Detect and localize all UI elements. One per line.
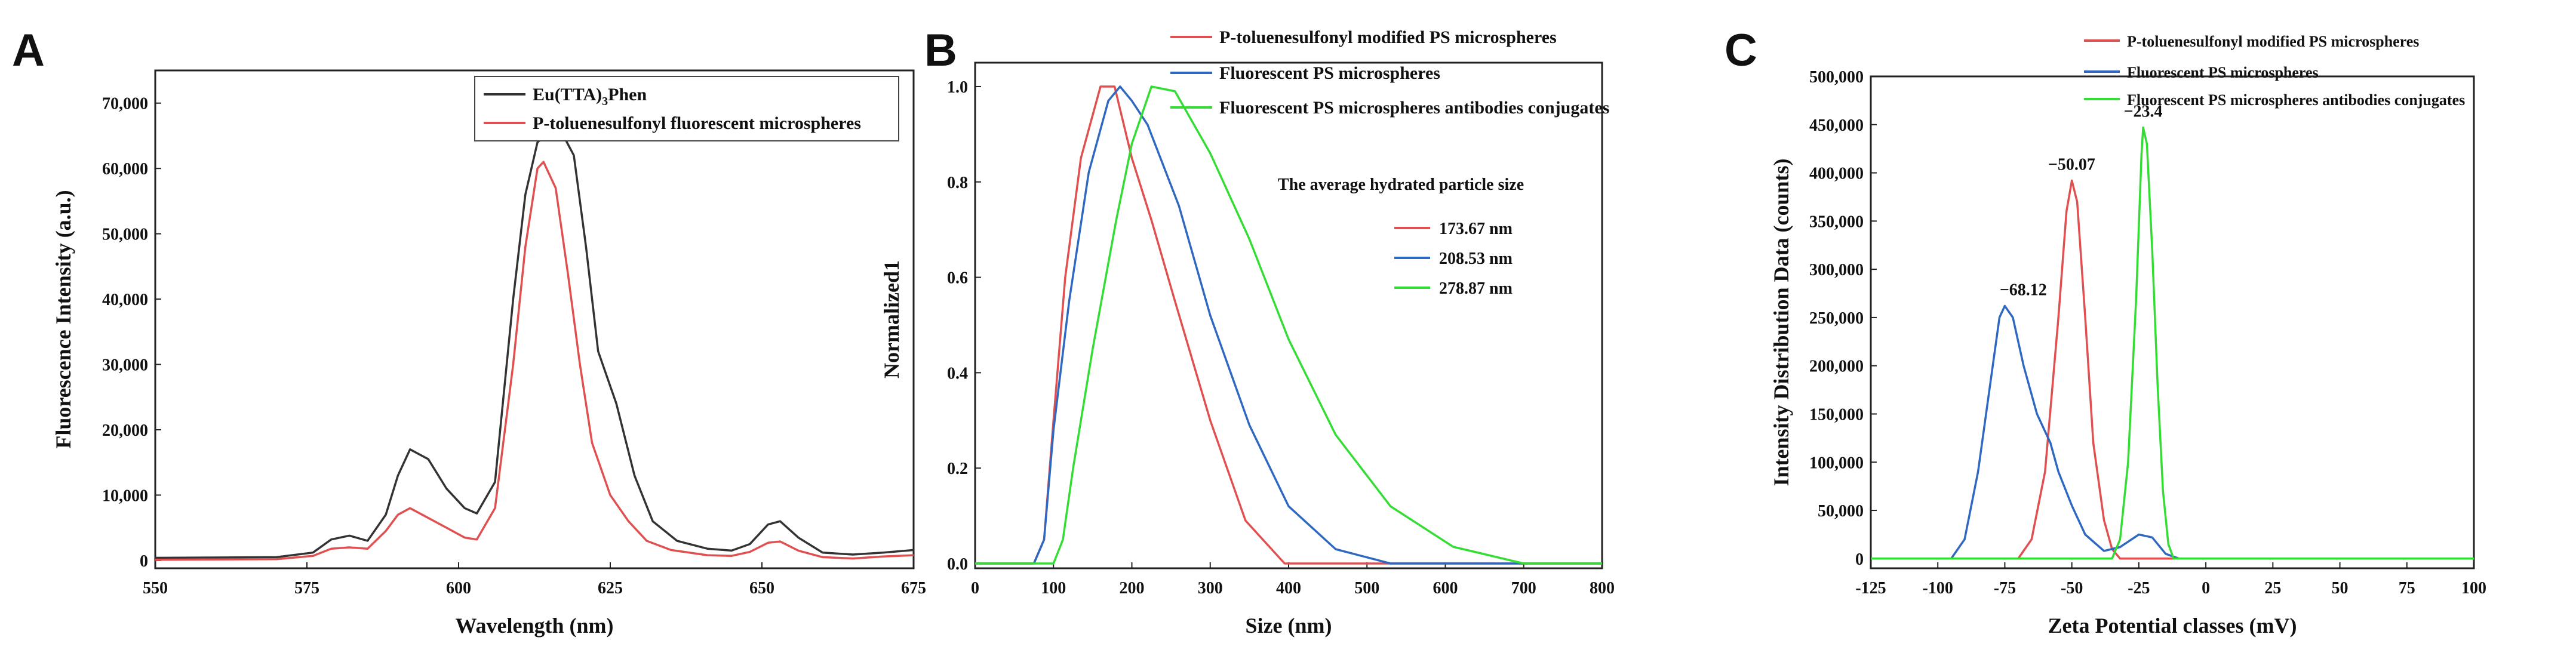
y-tick-label-a-2: 20,000 [102,421,148,440]
y-tick-label-c-6: 300,000 [1809,261,1864,279]
panel-c-frame [1870,75,2475,569]
x-tick-label-b-6: 600 [1433,579,1458,598]
x-tick-label-c-2: -75 [1994,579,2016,598]
panel-a: A 550 575 600 625 650 675 0 10,000 20,000 30,000 4… [12,25,926,638]
legend-entry-c-ptoluenesulfonyl: P-toluenesulfonyl modified PS microspher… [2127,33,2419,50]
y-tick-label-c-1: 50,000 [1818,502,1864,521]
series-line-a-0 [155,131,914,559]
y-tick-label-a-7: 70,000 [102,95,148,113]
legend-entry-b-conjugates: Fluorescent PS microspheres antibodies c… [1219,98,1609,118]
series-line-c-0 [1871,179,2474,560]
legend-entry-c-conjugates: Fluorescent PS microspheres antibodies c… [2127,91,2465,109]
panel-b-ylabel: Normalized1 [880,260,903,378]
series-line-c-2 [1871,126,2474,560]
x-tick-label-c-5: 0 [2202,579,2210,598]
panel-c: C -125 -100 -75 -50 -25 0 25 50 75 100 0 50,000 100,… [1724,25,2486,638]
y-tick-label-c-8: 400,000 [1809,165,1864,183]
panel-b-lines [975,85,1602,565]
x-tick-label-b-5: 500 [1354,579,1379,598]
legend-entry-b-ptoluenesulfonyl: P-toluenesulfonyl modified PS microspher… [1219,27,1557,47]
x-tick-label-b-3: 300 [1198,579,1223,598]
x-tick-label-c-3: -50 [2061,579,2083,598]
panel-b-ticks: 0 100 200 300 400 500 600 700 800 0.0 0.2 0.4 0.6 0.8… [947,78,1615,598]
panel-c-xlabel: Zeta Potential classes (mV) [2048,614,2297,638]
legend-entry-b-fluorescent: Fluorescent PS microspheres [1219,63,1440,83]
y-tick-label-c-0: 0 [1855,550,1864,569]
y-tick-label-b-5: 1.0 [947,78,968,97]
legend-entry-eu-tta-phen: Eu(TTA)3Phen [533,85,647,108]
x-tick-label-b-7: 700 [1511,579,1536,598]
peak-label-0: −50.07 [2048,155,2095,174]
legend-entry-c-fluorescent: Fluorescent PS microspheres [2127,64,2319,81]
y-tick-label-c-5: 250,000 [1809,309,1864,328]
panel-c-peak-labels: −50.07 −68.12 −23.4 [2000,103,2163,300]
x-tick-label-a-3: 625 [598,579,623,598]
x-tick-label-c-8: 75 [2399,579,2415,598]
x-tick-label-b-4: 400 [1276,579,1301,598]
x-tick-label-a-0: 550 [143,579,168,598]
panel-a-label: A [12,25,45,76]
panel-a-frame [154,69,915,569]
panel-c-legend: P-toluenesulfonyl modified PS microspher… [2084,33,2465,109]
size-label-278: 278.87 nm [1439,279,1513,298]
series-line-a-1 [155,161,914,561]
y-tick-label-c-2: 100,000 [1809,454,1864,472]
y-tick-label-b-4: 0.8 [947,174,968,192]
x-tick-label-b-0: 0 [971,579,979,598]
x-tick-label-a-4: 650 [749,579,774,598]
size-label-208: 208.53 nm [1439,250,1513,268]
x-tick-label-b-8: 800 [1590,579,1615,598]
x-tick-label-a-1: 575 [294,579,319,598]
panel-b-legend: P-toluenesulfonyl modified PS microspher… [1170,27,1609,118]
x-tick-label-c-9: 100 [2461,579,2486,598]
panel-a-ylabel: Fluorescence Intensity (a.u.) [51,190,75,448]
panel-a-legend-box [474,76,899,141]
x-tick-label-a-5: 675 [901,579,926,598]
panel-b-label: B [924,25,957,76]
panel-a-xlabel: Wavelength (nm) [456,614,614,638]
x-tick-label-c-4: -25 [2128,579,2150,598]
panel-a-ticks: 550 575 600 625 650 675 0 10,000 20,000 30,000 40,… [102,95,926,598]
panel-b: B 0 100 200 300 400 500 600 700 8000.00.20.40.60… [880,25,1615,638]
y-tick-label-b-2: 0.4 [947,364,968,383]
panel-b-xlabel: Size (nm) [1246,614,1332,638]
y-tick-label-a-6: 60,000 [102,160,148,178]
x-tick-label-b-1: 100 [1041,579,1066,598]
peak-label-2: −23.4 [2124,103,2163,121]
x-tick-label-c-1: -100 [1923,579,1953,598]
size-annotation-title: The average hydrated particle size [1278,175,1524,194]
panel-a-legend: Eu(TTA)3Phen P-toluenesulfonyl fluoresce… [474,76,899,141]
panel-c-ylabel: Intensity Distribution Data (counts) [1769,158,1793,486]
y-tick-label-a-4: 40,000 [102,291,148,309]
legend-entry-ptoluenesulfonyl-fluorescent: P-toluenesulfonyl fluorescent microspher… [533,113,861,133]
y-tick-label-c-7: 350,000 [1809,213,1864,231]
y-tick-label-c-4: 200,000 [1809,358,1864,376]
panel-c-ticks: -125 -100 -75 -50 -25 0 25 50 75 100 0 50,000 100,00… [1809,68,2486,598]
x-tick-label-c-7: 50 [2332,579,2348,598]
x-tick-label-b-2: 200 [1120,579,1145,598]
y-tick-label-b-3: 0.6 [947,269,968,288]
y-tick-label-a-0: 0 [140,552,148,571]
panel-b-size-annotation: The average hydrated particle size 173.6… [1278,175,1524,298]
panel-a-lines [155,131,914,561]
y-tick-label-c-10: 500,000 [1809,68,1864,87]
y-tick-label-a-3: 30,000 [102,356,148,375]
panel-c-lines [1871,126,2474,560]
peak-label-1: −68.12 [2000,281,2047,300]
y-tick-label-a-5: 50,000 [102,226,148,244]
y-tick-label-b-0: 0.0 [947,555,968,574]
x-tick-label-c-0: -125 [1855,579,1886,598]
y-tick-label-c-3: 150,000 [1809,405,1864,424]
series-line-b-1 [975,85,1602,565]
size-label-173: 173.67 nm [1439,220,1513,238]
y-tick-label-b-1: 0.2 [947,460,968,478]
series-line-c-1 [1871,304,2474,560]
panel-c-label: C [1724,25,1757,76]
x-tick-label-c-6: 25 [2264,579,2281,598]
y-tick-label-a-1: 10,000 [102,486,148,505]
y-tick-label-c-9: 450,000 [1809,116,1864,135]
series-line-b-2 [975,85,1602,565]
x-tick-label-a-2: 600 [446,579,471,598]
